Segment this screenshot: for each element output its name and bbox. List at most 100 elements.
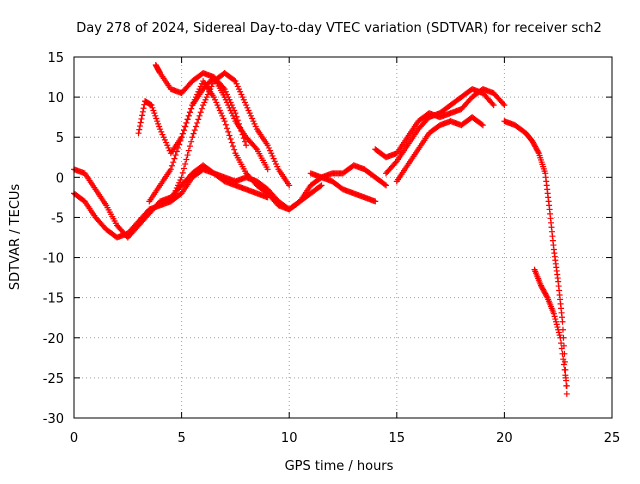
x-tick-label: 25 xyxy=(604,431,621,446)
data-point xyxy=(151,110,158,117)
data-point xyxy=(183,119,190,126)
data-point xyxy=(171,155,178,162)
data-point xyxy=(265,144,272,151)
data-point xyxy=(556,332,563,339)
data-point xyxy=(148,102,155,109)
data-point xyxy=(186,143,193,150)
data-point xyxy=(230,143,237,150)
plot-frame xyxy=(73,56,613,419)
series-track-i xyxy=(383,86,497,177)
data-point xyxy=(479,122,486,129)
data-point xyxy=(188,138,195,145)
data-point xyxy=(478,121,485,128)
data-point xyxy=(251,120,258,127)
data-point xyxy=(215,104,222,111)
data-point xyxy=(553,321,560,328)
data-point xyxy=(231,107,238,114)
data-point xyxy=(550,310,557,317)
data-point xyxy=(169,162,176,169)
data-point xyxy=(150,107,157,114)
data-point xyxy=(161,136,168,143)
data-point xyxy=(239,131,246,138)
data-point xyxy=(271,158,278,165)
data-point xyxy=(241,99,248,106)
data-point xyxy=(220,84,227,91)
data-point xyxy=(383,182,390,189)
data-point xyxy=(535,148,542,155)
data-point xyxy=(247,112,254,119)
data-point xyxy=(135,130,142,137)
data-point xyxy=(207,86,214,93)
data-point xyxy=(239,94,246,101)
data-point xyxy=(241,138,248,145)
data-point xyxy=(245,107,252,114)
x-tick-label: 10 xyxy=(281,431,298,446)
data-point xyxy=(164,142,171,149)
data-point xyxy=(216,107,223,114)
data-point xyxy=(184,116,191,123)
data-point xyxy=(176,179,183,186)
data-point xyxy=(558,340,565,347)
data-point xyxy=(176,141,183,148)
data-point xyxy=(139,108,146,115)
y-tick-label: -30 xyxy=(43,412,64,427)
data-point xyxy=(177,137,184,144)
data-point xyxy=(165,144,172,151)
data-point xyxy=(170,193,177,200)
data-point xyxy=(559,318,566,325)
x-tick-label: 5 xyxy=(177,431,185,446)
data-point xyxy=(136,123,143,130)
data-point xyxy=(220,115,227,122)
y-axis-label: SDTVAR / TECUs xyxy=(8,184,23,291)
data-point xyxy=(180,165,187,172)
data-point xyxy=(554,324,561,331)
x-tick-label: 20 xyxy=(496,431,513,446)
data-point xyxy=(155,120,162,127)
data-point xyxy=(202,96,209,103)
data-point xyxy=(191,127,198,134)
data-point xyxy=(252,123,259,130)
data-point xyxy=(237,88,244,95)
series-track-j xyxy=(393,114,486,185)
data-point xyxy=(188,105,195,112)
data-point xyxy=(206,88,213,95)
data-point xyxy=(221,118,228,125)
data-point xyxy=(208,83,215,90)
data-point xyxy=(227,136,234,143)
data-point xyxy=(149,104,156,111)
data-point xyxy=(204,91,211,98)
data-point xyxy=(159,131,166,138)
data-point xyxy=(170,159,177,166)
data-point xyxy=(210,94,217,101)
data-point xyxy=(233,80,240,87)
series-track-f xyxy=(167,70,293,205)
data-point xyxy=(197,109,204,116)
data-point xyxy=(250,118,257,125)
y-tick-label: -15 xyxy=(43,292,64,307)
data-point xyxy=(561,366,568,373)
data-point xyxy=(226,96,233,103)
data-point xyxy=(172,152,179,159)
data-point xyxy=(317,183,324,190)
data-point xyxy=(230,104,237,111)
data-point xyxy=(213,99,220,106)
data-point xyxy=(286,182,293,189)
data-point xyxy=(553,318,560,325)
data-point xyxy=(558,345,565,352)
data-point xyxy=(231,146,238,153)
data-point xyxy=(178,134,185,141)
data-point xyxy=(264,166,271,173)
data-point xyxy=(232,78,239,85)
data-point xyxy=(270,155,277,162)
data-point xyxy=(559,350,566,357)
data-point xyxy=(273,160,280,167)
data-point xyxy=(552,316,559,323)
data-point xyxy=(180,127,187,134)
series-track-b xyxy=(71,166,271,241)
data-point xyxy=(555,329,562,336)
data-point xyxy=(192,123,199,130)
data-point xyxy=(185,147,192,154)
series-track-e xyxy=(146,74,250,205)
data-point xyxy=(268,150,275,157)
